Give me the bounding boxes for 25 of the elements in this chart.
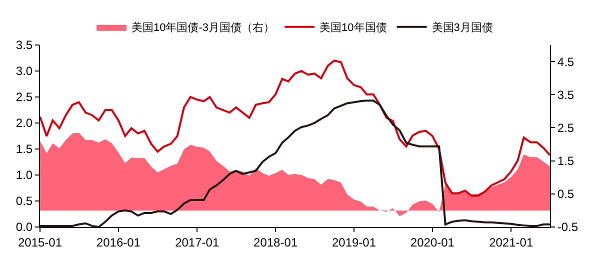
y-tick-label: 2.5 — [16, 90, 33, 104]
x-tick-label: 2016-01 — [96, 235, 141, 250]
y2-tick-label: 0.5 — [557, 187, 574, 202]
line-series — [40, 60, 550, 197]
x-tick-label: 2015-01 — [18, 235, 62, 250]
x-tick-label: 2017-01 — [175, 235, 220, 250]
y-tick-label: 3.5 — [16, 38, 33, 52]
legend-label: 美国10年国债 — [320, 21, 387, 34]
y2-tick-label: 3.5 — [557, 88, 574, 102]
y-tick-label: 0.5 — [16, 194, 33, 208]
x-tick-label: 2020-01 — [410, 235, 455, 250]
y-tick-label: 1.5 — [16, 142, 33, 156]
y2-tick-label: 2.5 — [557, 120, 574, 135]
y-tick-label: 0.0 — [16, 220, 33, 234]
legend-label: 美国10年国债-3月国债（右） — [132, 21, 275, 34]
y-tick-label: 3.0 — [16, 64, 33, 78]
y-tick-label: 2.0 — [16, 116, 33, 130]
x-tick-label: 2021-01 — [489, 235, 534, 250]
legend-label: 美国3月国债 — [432, 21, 493, 34]
y2-tick-label: 4.5 — [557, 54, 574, 69]
y-tick-label: 1.0 — [16, 168, 33, 182]
x-tick-label: 2019-01 — [332, 235, 376, 250]
y2-tick-label: 1.5 — [557, 154, 574, 168]
y2-tick-label: -0.5 — [557, 220, 578, 234]
x-tick-label: 2018-01 — [254, 235, 298, 250]
